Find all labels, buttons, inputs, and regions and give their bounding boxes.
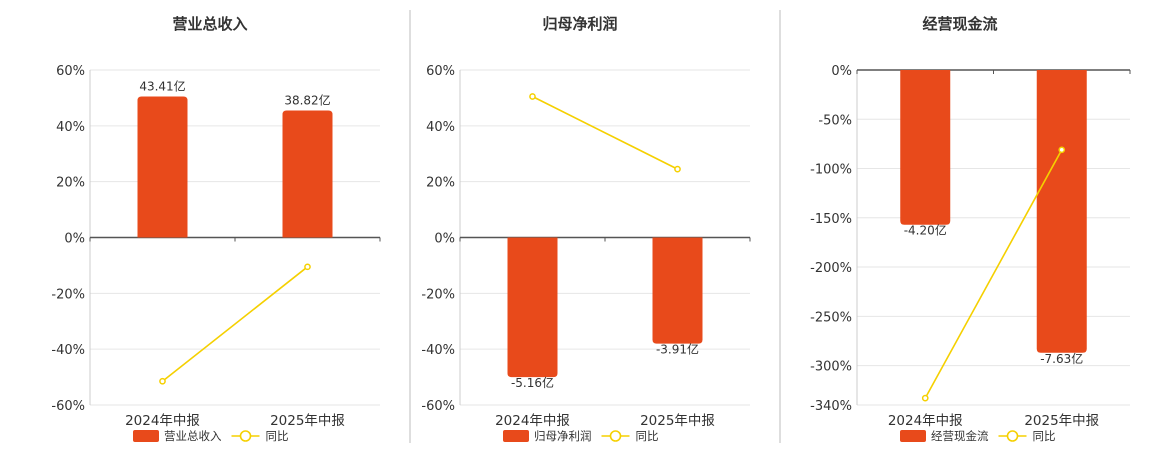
bar[interactable] [137, 96, 188, 238]
y-tick-label: 60% [426, 64, 455, 79]
y-tick-label: 40% [56, 120, 85, 135]
y-tick-label: 0% [831, 64, 852, 79]
line-point[interactable] [921, 394, 929, 402]
y-tick-label: 20% [56, 176, 85, 191]
y-tick-label: -20% [51, 287, 85, 302]
chart-title: 经营现金流 [922, 15, 997, 33]
legend-swatch-bar [133, 430, 159, 442]
y-tick-label: -40% [51, 343, 85, 358]
line-point[interactable] [304, 263, 311, 271]
y-tick-label: 20% [426, 176, 455, 191]
y-tick-label: -20% [421, 287, 455, 302]
bar[interactable] [282, 110, 333, 238]
chart-panel-1: 营业总收入 60% 40% 20% 0% -20% -40% -60% 2024年中报 2025年… [51, 15, 381, 443]
legend-swatch-bar [900, 430, 926, 442]
bar[interactable] [1036, 70, 1087, 353]
y-tick-label: -300% [810, 360, 852, 375]
y-tick-label: -340% [810, 399, 852, 414]
legend-swatch-bar [503, 430, 529, 442]
bar[interactable] [652, 237, 703, 344]
x-tick-label: 2025年中报 [1024, 413, 1099, 429]
line-point[interactable] [1058, 146, 1066, 154]
bar-data-label: -4.20亿 [904, 223, 947, 238]
bar-data-label: -5.16亿 [511, 375, 554, 390]
legend-label-bar: 经营现金流 [931, 429, 989, 443]
chart-panel-2: 归母净利润 60% 40% 20% 0% -20% -40% -60% 2024年中报 2025年… [421, 15, 751, 443]
y-tick-label: -50% [818, 113, 852, 128]
y-tick-label: -250% [810, 310, 852, 325]
y-tick-label: -40% [421, 343, 455, 358]
legend-marker-line [1006, 430, 1019, 442]
y-tick-label: -60% [51, 399, 85, 414]
chart-title: 归母净利润 [542, 15, 617, 33]
y-tick-label: 0% [64, 232, 85, 247]
series-line-yoy [532, 95, 678, 170]
bar-data-label: 43.41亿 [139, 79, 185, 94]
chart-title: 营业总收入 [172, 15, 247, 33]
legend-label-line: 同比 [1033, 429, 1056, 443]
line-point[interactable] [674, 165, 681, 173]
x-tick-label: 2024年中报 [888, 413, 963, 429]
bar-data-label: -3.91亿 [656, 342, 699, 357]
legend-marker-line [609, 430, 622, 442]
bar-data-label: 38.82亿 [284, 92, 330, 107]
y-tick-label: -150% [810, 212, 852, 227]
bar[interactable] [900, 70, 951, 225]
y-tick-label: 40% [426, 120, 455, 135]
x-tick-label: 2024年中报 [495, 413, 570, 429]
series-line-yoy [162, 266, 308, 382]
legend-label-bar: 归母净利润 [534, 429, 592, 443]
series-line-yoy [924, 149, 1063, 399]
y-tick-label: -200% [810, 261, 852, 276]
y-tick-label: -60% [421, 399, 455, 414]
y-tick-label: 60% [56, 64, 85, 79]
y-tick-label: -100% [810, 163, 852, 178]
x-tick-label: 2025年中报 [640, 413, 715, 429]
y-tick-label: 0% [434, 232, 455, 247]
bar-data-label: -7.63亿 [1040, 351, 1083, 366]
line-point[interactable] [159, 377, 166, 385]
chart-panel-3: 经营现金流 0% -50% -100% -150% -200% -250% -300% -340… [810, 15, 1131, 443]
bar[interactable] [507, 237, 558, 378]
x-tick-label: 2024年中报 [125, 413, 200, 429]
legend-label-line: 同比 [266, 429, 289, 443]
legend-label-line: 同比 [636, 429, 659, 443]
x-tick-label: 2025年中报 [270, 413, 345, 429]
line-point[interactable] [529, 93, 536, 100]
legend-label-bar: 营业总收入 [164, 429, 222, 443]
legend-marker-line [239, 430, 252, 442]
